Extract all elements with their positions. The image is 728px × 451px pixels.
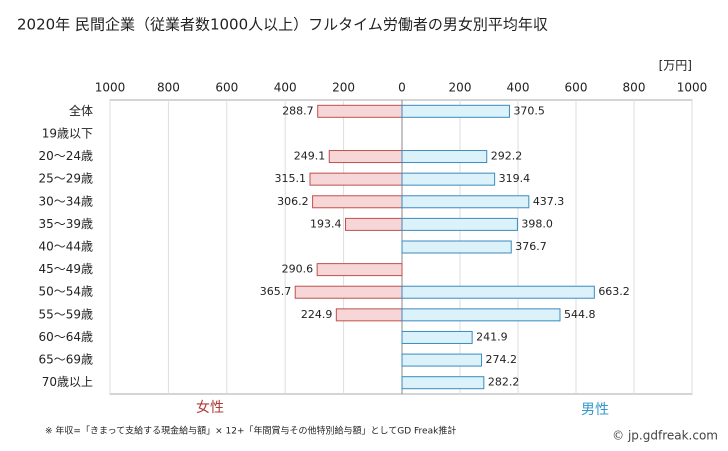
category-label: 40〜44歳 <box>38 240 93 254</box>
plot-frame <box>109 99 693 395</box>
value-label: 282.2 <box>488 376 520 389</box>
bar <box>401 308 561 322</box>
bar <box>328 150 403 164</box>
category-label: 65〜69歳 <box>38 353 93 367</box>
x-tick-label: 600 <box>215 81 238 95</box>
value-label: 315.1 <box>274 172 306 185</box>
x-tick-label: 200 <box>332 81 355 95</box>
unit-label: [万円] <box>659 59 692 73</box>
category-label: 25〜29歳 <box>38 172 93 186</box>
x-tick-label: 1000 <box>95 81 126 95</box>
x-tick-label: 400 <box>274 81 297 95</box>
bar <box>335 308 403 322</box>
bar <box>401 285 595 299</box>
bar <box>401 150 488 164</box>
bar <box>345 217 403 231</box>
credit: © jp.gdfreak.com <box>612 429 718 443</box>
value-label: 437.3 <box>533 195 565 208</box>
category-label: 19歳以下 <box>42 126 93 140</box>
category-label: 70歳以上 <box>42 375 93 389</box>
x-tick-label: 0 <box>398 81 406 95</box>
category-label: 50〜54歳 <box>38 285 93 299</box>
value-label: 193.4 <box>310 217 342 230</box>
value-label: 663.2 <box>598 285 630 298</box>
bar <box>294 285 403 299</box>
value-label: 224.9 <box>301 308 333 321</box>
x-tick-label: 800 <box>623 81 646 95</box>
category-label: 全体 <box>69 103 93 118</box>
x-tick-label: 800 <box>157 81 180 95</box>
bar <box>312 195 403 209</box>
value-label: 241.9 <box>476 330 508 343</box>
bar <box>401 353 483 367</box>
value-label: 370.5 <box>513 104 545 117</box>
value-label: 290.6 <box>282 263 314 276</box>
bar <box>401 195 530 209</box>
value-label: 319.4 <box>499 172 530 185</box>
bar <box>401 330 473 344</box>
category-label: 55〜59歳 <box>38 307 93 321</box>
category-label: 20〜24歳 <box>38 149 93 163</box>
value-label: 249.1 <box>294 150 326 163</box>
value-label: 376.7 <box>515 240 547 253</box>
category-label: 60〜64歳 <box>38 330 93 344</box>
value-label: 306.2 <box>277 195 309 208</box>
x-tick-label: 400 <box>507 81 530 95</box>
chart-title: 2020年 民間企業（従業者数1000人以上）フルタイム労働者の男女別平均年収 <box>17 16 548 34</box>
category-label: 35〜39歳 <box>38 217 93 231</box>
x-tick-label: 1000 <box>677 81 708 95</box>
value-label: 274.2 <box>486 353 518 366</box>
value-label: 365.7 <box>260 285 292 298</box>
bar <box>309 172 403 186</box>
x-tick-label: 200 <box>449 81 472 95</box>
value-label: 288.7 <box>282 104 314 117</box>
legend-male: 男性 <box>581 402 609 418</box>
bar <box>401 104 510 118</box>
value-label: 292.2 <box>491 150 523 163</box>
category-label: 45〜49歳 <box>38 262 93 276</box>
bar <box>401 217 518 231</box>
bar <box>317 104 403 118</box>
bar <box>401 240 512 254</box>
value-label: 398.0 <box>521 217 553 230</box>
footnote: ※ 年収=「きまって支給する現金給与額」× 12+「年間賞与その他特別給与額」と… <box>45 425 456 437</box>
x-tick-label: 600 <box>565 81 588 95</box>
category-label: 30〜34歳 <box>38 194 93 208</box>
value-label: 544.8 <box>564 308 596 321</box>
bar <box>316 263 403 277</box>
bar <box>401 376 485 390</box>
legend-female: 女性 <box>196 399 224 416</box>
bar <box>401 172 496 186</box>
